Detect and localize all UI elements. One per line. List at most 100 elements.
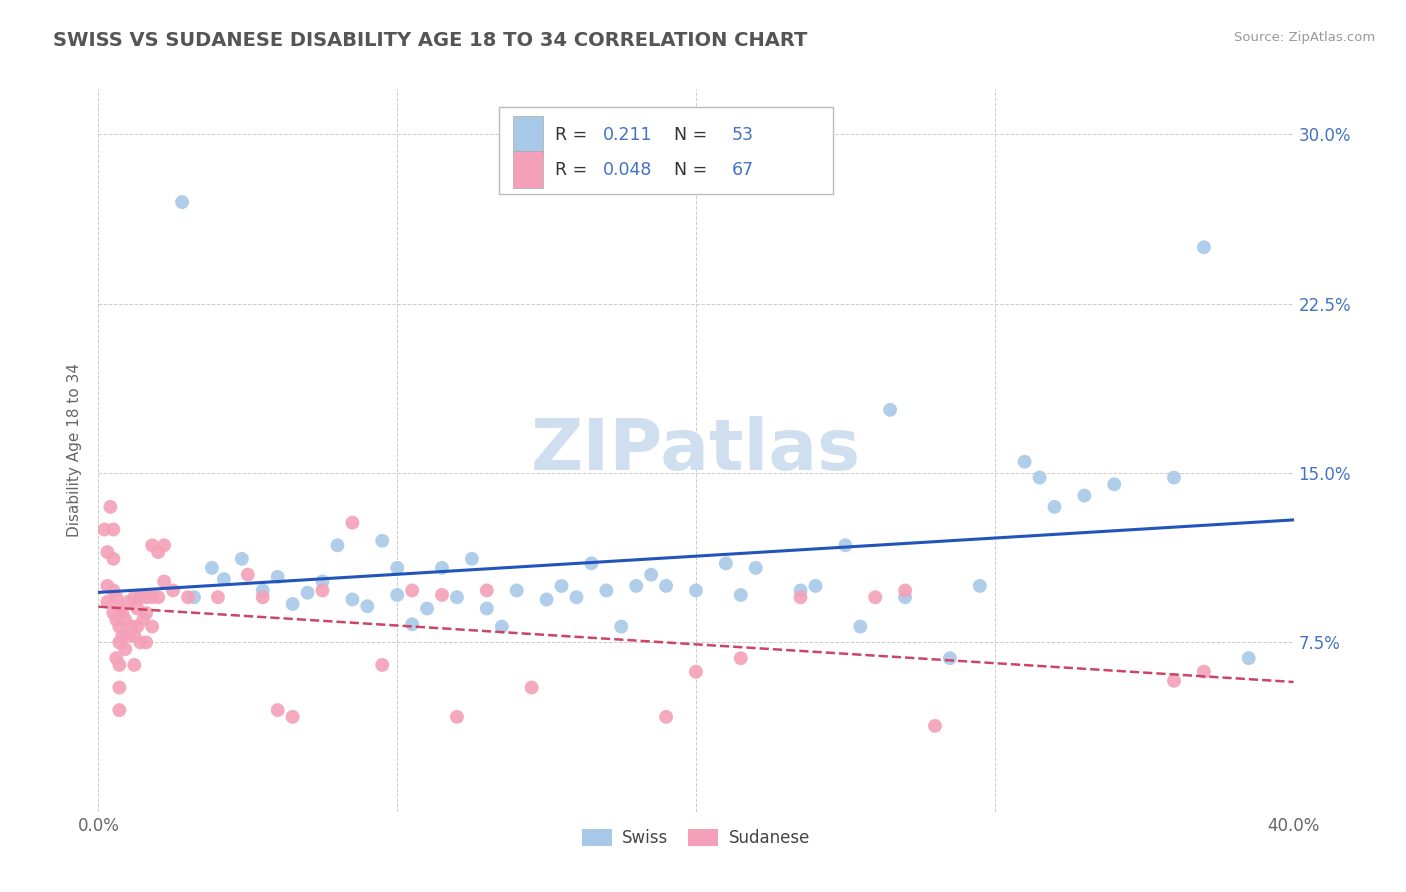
Point (135, 606, 157, 620)
Point (655, 710, 678, 724)
Point (183, 591, 205, 605)
Point (894, 591, 917, 605)
Point (834, 538, 856, 552)
Point (626, 579, 648, 593)
Point (111, 606, 134, 620)
Point (924, 719, 946, 733)
Point (135, 635, 157, 649)
Point (865, 591, 887, 605)
Point (342, 516, 364, 530)
FancyBboxPatch shape (513, 151, 543, 188)
Point (714, 557, 737, 571)
Point (745, 561, 768, 575)
Point (461, 551, 484, 566)
Point (153, 538, 176, 552)
Point (371, 533, 394, 548)
Point (1028, 470, 1050, 484)
Point (1192, 665, 1215, 679)
Point (114, 642, 136, 657)
Point (108, 619, 131, 633)
Point (117, 629, 139, 643)
Point (252, 591, 274, 605)
Point (1014, 455, 1036, 469)
Point (520, 681, 543, 695)
Point (105, 613, 128, 627)
Point (342, 592, 364, 607)
Point (127, 601, 149, 615)
Point (212, 572, 235, 586)
Point (969, 579, 991, 593)
Point (730, 588, 752, 602)
Point (103, 583, 125, 598)
Point (129, 591, 152, 605)
Point (297, 585, 319, 599)
Point (177, 591, 200, 605)
Point (252, 583, 274, 598)
Text: SWISS VS SUDANESE DISABILITY AGE 18 TO 34 CORRELATION CHART: SWISS VS SUDANESE DISABILITY AGE 18 TO 3… (53, 31, 808, 50)
Point (789, 591, 811, 605)
Point (401, 617, 423, 632)
Point (172, 195, 194, 210)
Point (162, 583, 184, 598)
Point (311, 583, 333, 598)
Point (96, 545, 118, 559)
Point (491, 619, 513, 633)
Point (231, 551, 253, 566)
Point (129, 635, 152, 649)
Text: N =: N = (662, 161, 713, 178)
Point (103, 606, 125, 620)
Point (201, 561, 224, 575)
Point (685, 665, 707, 679)
Point (879, 402, 901, 417)
Point (311, 574, 333, 589)
Point (120, 619, 142, 633)
Point (894, 583, 917, 598)
Point (124, 591, 146, 605)
Y-axis label: Disability Age 18 to 34: Disability Age 18 to 34 (67, 363, 83, 538)
Point (430, 588, 453, 602)
Point (153, 574, 176, 589)
FancyBboxPatch shape (499, 107, 834, 194)
Point (108, 635, 131, 649)
Point (124, 629, 146, 643)
Point (96, 579, 118, 593)
Point (105, 591, 128, 605)
Point (804, 579, 827, 593)
Point (281, 597, 304, 611)
Point (789, 583, 811, 598)
Text: N =: N = (662, 126, 713, 144)
Text: Source: ZipAtlas.com: Source: ZipAtlas.com (1234, 31, 1375, 45)
Point (550, 579, 572, 593)
Point (124, 657, 146, 672)
FancyBboxPatch shape (513, 116, 543, 153)
Point (506, 583, 529, 598)
Point (114, 613, 136, 627)
Point (267, 570, 290, 584)
Point (1192, 240, 1215, 254)
Point (446, 710, 468, 724)
Point (207, 591, 229, 605)
Point (595, 583, 617, 598)
Point (111, 629, 134, 643)
Point (1163, 470, 1185, 484)
Point (98, 500, 122, 514)
Point (281, 710, 304, 724)
Point (536, 592, 558, 607)
Point (141, 591, 163, 605)
Text: 53: 53 (733, 126, 754, 144)
Point (141, 619, 163, 633)
Point (475, 583, 498, 598)
Point (141, 538, 163, 552)
Point (849, 619, 872, 633)
Point (475, 601, 498, 615)
Point (416, 601, 439, 615)
Point (108, 681, 131, 695)
Point (127, 619, 149, 633)
Point (356, 599, 378, 614)
Point (640, 567, 662, 582)
Point (610, 619, 633, 633)
Point (385, 561, 409, 575)
Point (939, 651, 962, 665)
Point (730, 651, 752, 665)
Point (135, 591, 157, 605)
